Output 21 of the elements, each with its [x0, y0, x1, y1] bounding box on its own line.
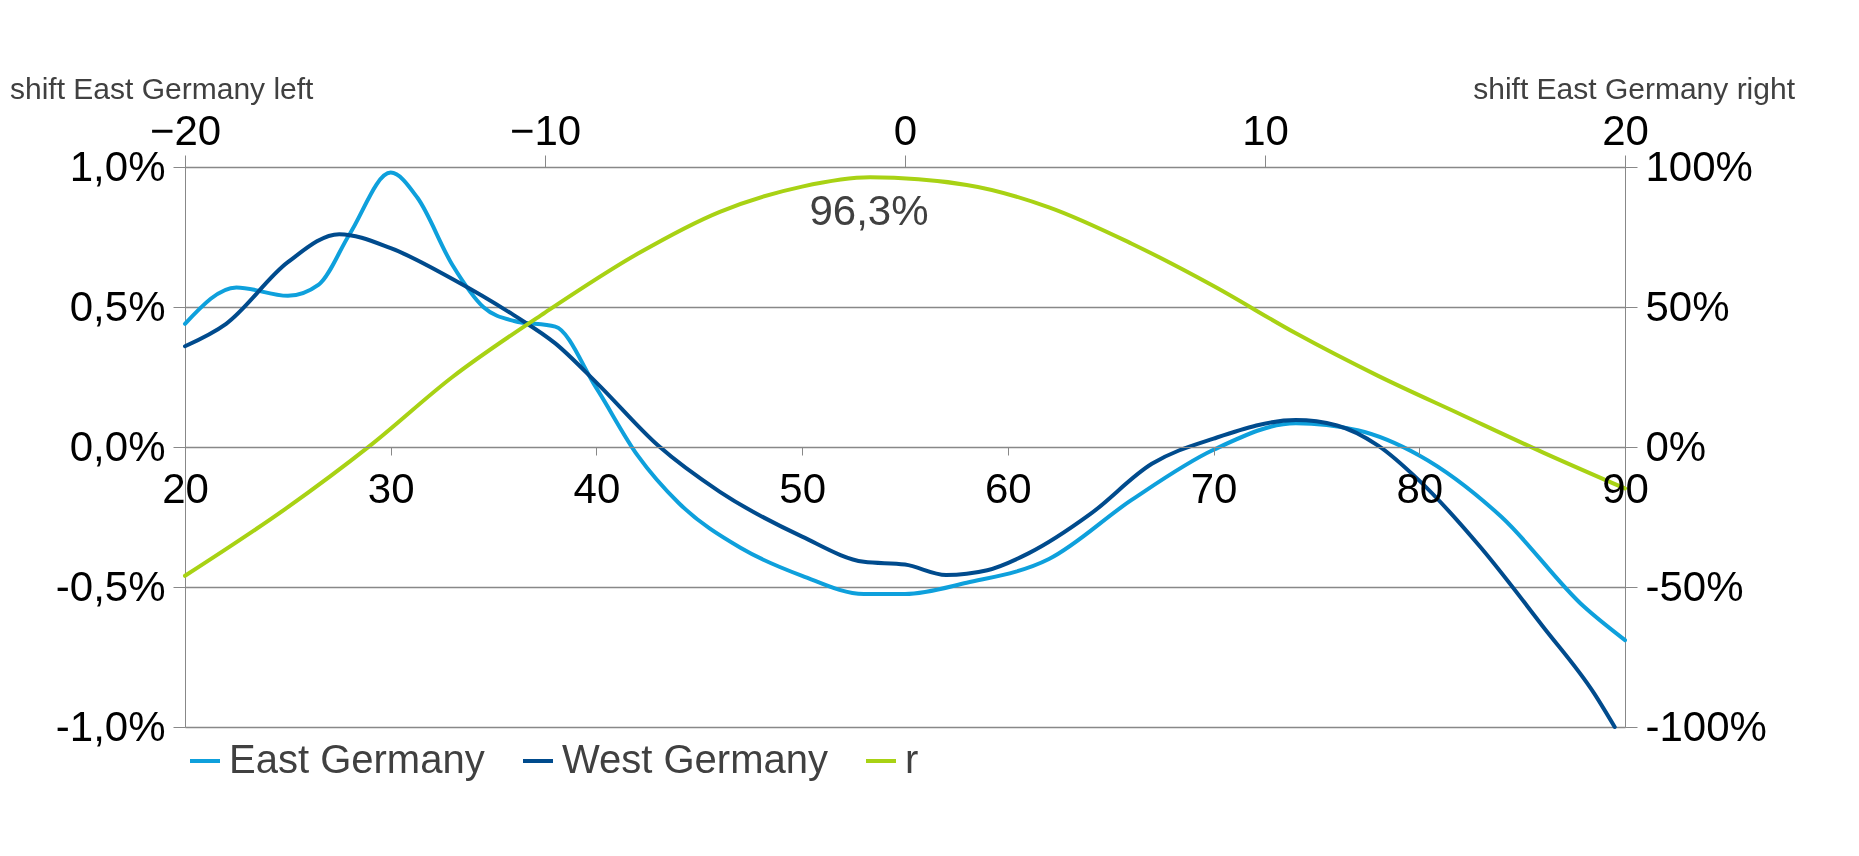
legend-label: r	[905, 737, 919, 781]
legend-label: West Germany	[562, 737, 828, 781]
y-tick-label: 1,0%	[69, 142, 166, 190]
x-tick-label: 30	[367, 464, 415, 512]
annotation: 96,3%	[809, 187, 929, 235]
y2-tick-label: -50%	[1645, 562, 1744, 610]
y-tick-label: -1,0%	[55, 702, 166, 750]
y-tick-label: -0,5%	[55, 562, 166, 610]
legend-label: East Germany	[229, 737, 485, 781]
y-tick-label: 0,5%	[69, 282, 166, 330]
x2-tick-label: 0	[893, 106, 918, 154]
x-tick-label: 40	[573, 464, 621, 512]
x-tick-label: 70	[1190, 464, 1238, 512]
y2-tick-label: -100%	[1645, 702, 1767, 750]
y2-tick-label: 50%	[1645, 282, 1730, 330]
text: shift East Germany left	[10, 72, 315, 105]
text: shift East Germany right	[1473, 72, 1796, 105]
x2-tick-label: 10	[1242, 106, 1289, 154]
x-tick-label: 50	[779, 464, 826, 512]
x-tick-label: 60	[985, 464, 1032, 512]
x2-tick-label: −10	[509, 106, 582, 154]
